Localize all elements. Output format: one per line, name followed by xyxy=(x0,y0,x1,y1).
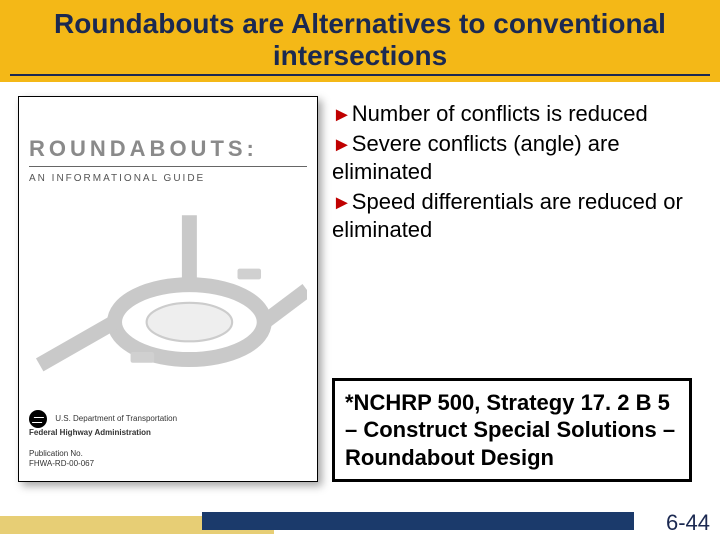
page-title: Roundabouts are Alternatives to conventi… xyxy=(10,8,710,76)
bullet-text: Number of conflicts is reduced xyxy=(352,101,648,126)
dot-logo-icon xyxy=(29,410,47,428)
cover-agency2: Federal Highway Administration xyxy=(29,428,151,437)
list-item: ►Speed differentials are reduced or elim… xyxy=(332,188,692,244)
list-item: ►Number of conflicts is reduced xyxy=(332,100,692,128)
cover-footer: U.S. Department of Transportation Federa… xyxy=(29,410,307,470)
publication-cover: ROUNDABOUTS: AN INFORMATIONAL GUIDE U.S.… xyxy=(18,96,318,482)
cover-main-title: ROUNDABOUTS: xyxy=(29,136,307,162)
reference-text: *NCHRP 500, Strategy 17. 2 B 5 – Constru… xyxy=(345,390,675,470)
cover-agency1: U.S. Department of Transportation xyxy=(55,414,177,423)
reference-box: *NCHRP 500, Strategy 17. 2 B 5 – Constru… xyxy=(332,378,692,483)
cover-title-block: ROUNDABOUTS: AN INFORMATIONAL GUIDE xyxy=(29,136,307,184)
cover-pub-label: Publication No. xyxy=(29,449,83,458)
band-navy xyxy=(202,512,634,530)
cover-illustration xyxy=(29,202,307,399)
right-column: ►Number of conflicts is reduced ►Severe … xyxy=(332,96,692,482)
arrow-icon: ► xyxy=(332,134,352,156)
arrow-icon: ► xyxy=(332,104,352,126)
bullet-text: Speed differentials are reduced or elimi… xyxy=(332,189,683,242)
cover-subtitle: AN INFORMATIONAL GUIDE xyxy=(29,173,307,184)
footer-band: 6-44 xyxy=(0,508,720,540)
bullet-list: ►Number of conflicts is reduced ►Severe … xyxy=(332,96,692,245)
arrow-icon: ► xyxy=(332,192,352,214)
cover-rule xyxy=(29,166,307,167)
bullet-text: Severe conflicts (angle) are eliminated xyxy=(332,131,620,184)
content-area: ROUNDABOUTS: AN INFORMATIONAL GUIDE U.S.… xyxy=(0,82,720,482)
list-item: ►Severe conflicts (angle) are eliminated xyxy=(332,130,692,186)
roundabout-icon xyxy=(29,202,307,399)
title-bar: Roundabouts are Alternatives to conventi… xyxy=(0,0,720,82)
cover-top-spacer xyxy=(29,109,307,126)
page-number: 6-44 xyxy=(658,510,710,536)
cover-pub-no: FHWA-RD-00-067 xyxy=(29,459,94,468)
